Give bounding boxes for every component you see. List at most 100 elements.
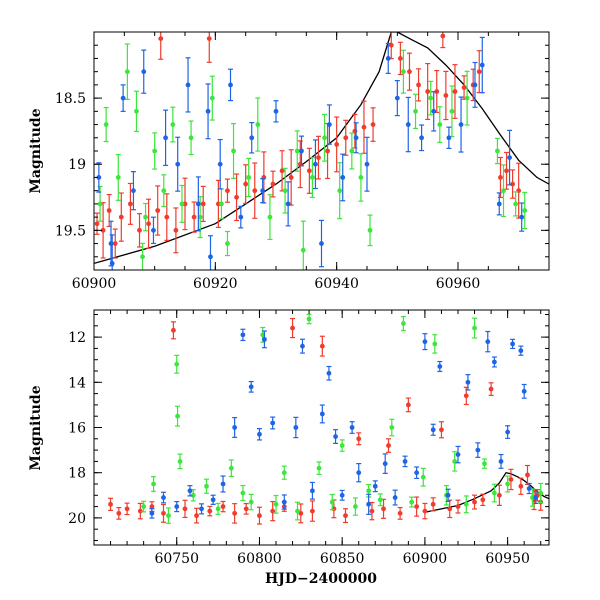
top-data-point-blue <box>458 96 464 153</box>
bottom-data-point-blue <box>299 338 305 354</box>
bottom-data-point-blue <box>465 374 471 391</box>
bottom-data-point-blue <box>174 501 180 513</box>
bottom-y-tick-label: 14 <box>68 375 86 391</box>
bottom-data-point-red <box>397 506 403 520</box>
bottom-data-point-blue <box>240 328 246 342</box>
top-data-point-blue <box>405 96 411 153</box>
top-data-point-green <box>349 132 355 170</box>
top-data-point-green <box>309 156 315 198</box>
top-data-point-red <box>112 228 118 259</box>
top-data-point-green <box>322 113 328 162</box>
bottom-data-point-red <box>116 506 122 520</box>
top-data-point-blue <box>260 178 266 204</box>
bottom-data-point-blue <box>533 491 539 504</box>
bottom-data-point-blue <box>220 475 226 493</box>
bottom-data-point-green <box>538 482 544 504</box>
bottom-y-tick-label: 16 <box>68 421 86 437</box>
top-data-point-blue <box>385 42 391 74</box>
top-data-point-blue <box>96 162 102 193</box>
bottom-data-point-green <box>248 493 254 511</box>
bottom-data-point-blue <box>521 383 527 399</box>
top-data-point-red <box>461 75 467 100</box>
top-x-tick-label: 60960 <box>436 276 481 292</box>
bottom-data-point-blue <box>510 338 516 350</box>
top-data-point-green <box>115 153 121 201</box>
bottom-data-point-red <box>455 499 461 514</box>
top-data-point-blue <box>109 234 115 270</box>
top-data-point-red <box>325 122 331 180</box>
bottom-data-point-green <box>420 467 426 487</box>
top-data-point-blue <box>150 216 156 245</box>
top-data-point-red <box>361 100 367 154</box>
bottom-data-point-green <box>151 476 157 492</box>
bottom-data-point-blue <box>319 404 325 424</box>
top-data-point-blue <box>163 109 169 167</box>
bottom-data-point-red <box>381 498 387 519</box>
bottom-data-point-blue <box>333 429 339 445</box>
bottom-data-point-blue <box>392 489 398 506</box>
top-data-point-blue <box>238 205 244 229</box>
bottom-data-point-red <box>290 317 296 339</box>
top-data-point-blue <box>228 68 233 102</box>
bottom-data-point-red <box>256 506 262 525</box>
bottom-data-point-blue <box>485 330 491 353</box>
bottom-data-point-blue <box>445 488 451 502</box>
top-y-tick-label: 19 <box>68 157 86 173</box>
top-data-points-layer <box>94 32 528 270</box>
bottom-data-point-blue <box>349 421 355 434</box>
top-data-point-green <box>428 80 434 116</box>
top-data-point-green <box>437 106 443 143</box>
top-data-point-blue <box>419 124 425 152</box>
bottom-data-points-layer <box>108 313 544 525</box>
top-data-point-blue <box>446 126 452 150</box>
bottom-data-point-green <box>306 313 312 325</box>
bottom-data-point-green <box>316 461 322 475</box>
bottom-data-point-green <box>352 497 358 516</box>
bottom-x-tick-label: 60900 <box>403 551 448 567</box>
bottom-data-point-green <box>481 458 487 469</box>
bottom-data-point-blue <box>430 423 436 436</box>
bottom-data-point-blue <box>498 453 504 469</box>
bottom-data-point-red <box>447 499 453 519</box>
top-data-point-green <box>161 174 167 208</box>
top-model-curve-layer <box>94 32 549 265</box>
bottom-data-point-blue <box>270 416 276 430</box>
bottom-data-point-green <box>295 501 301 521</box>
bottom-data-point-red <box>298 503 304 524</box>
top-data-point-blue <box>507 129 513 186</box>
bottom-data-point-blue <box>437 360 443 373</box>
bottom-data-point-green <box>505 475 511 493</box>
bottom-data-point-green <box>409 496 415 508</box>
bottom-data-point-blue <box>261 330 267 349</box>
top-data-point-green <box>188 120 194 156</box>
top-data-point-green <box>513 191 519 217</box>
bottom-data-point-blue <box>402 455 408 468</box>
top-data-point-green <box>501 164 506 218</box>
bottom-data-point-green <box>432 334 438 354</box>
bottom-data-point-green <box>273 494 279 514</box>
bottom-x-axis-label: HJD−2400000 <box>265 571 377 587</box>
top-data-point-green <box>224 230 230 257</box>
bottom-data-point-green <box>452 451 458 472</box>
top-data-point-green <box>103 107 109 143</box>
bottom-data-point-green <box>240 484 246 502</box>
top-data-point-green <box>267 194 273 241</box>
bottom-data-point-red <box>124 502 130 516</box>
top-data-point-green <box>152 132 158 170</box>
top-data-point-red <box>343 119 349 156</box>
top-data-point-red <box>155 185 161 236</box>
bottom-data-point-blue <box>293 416 299 439</box>
top-data-point-red <box>443 70 449 121</box>
bottom-y-axis-label: Magnitude <box>28 385 44 470</box>
top-data-point-blue <box>207 235 213 270</box>
top-data-point-green <box>294 130 300 172</box>
top-data-point-blue <box>185 57 191 113</box>
top-data-point-blue <box>394 80 400 117</box>
top-data-point-red <box>315 135 321 180</box>
bottom-data-point-blue <box>248 380 254 393</box>
bottom-data-point-blue <box>372 480 378 493</box>
top-data-point-green <box>209 75 215 121</box>
bottom-panel: 60750 60800 60850 60900 60950 12 14 16 18 20 Magn… <box>28 309 550 587</box>
top-y-tick-label: 18.5 <box>55 91 86 107</box>
bottom-data-point-blue <box>475 442 481 458</box>
